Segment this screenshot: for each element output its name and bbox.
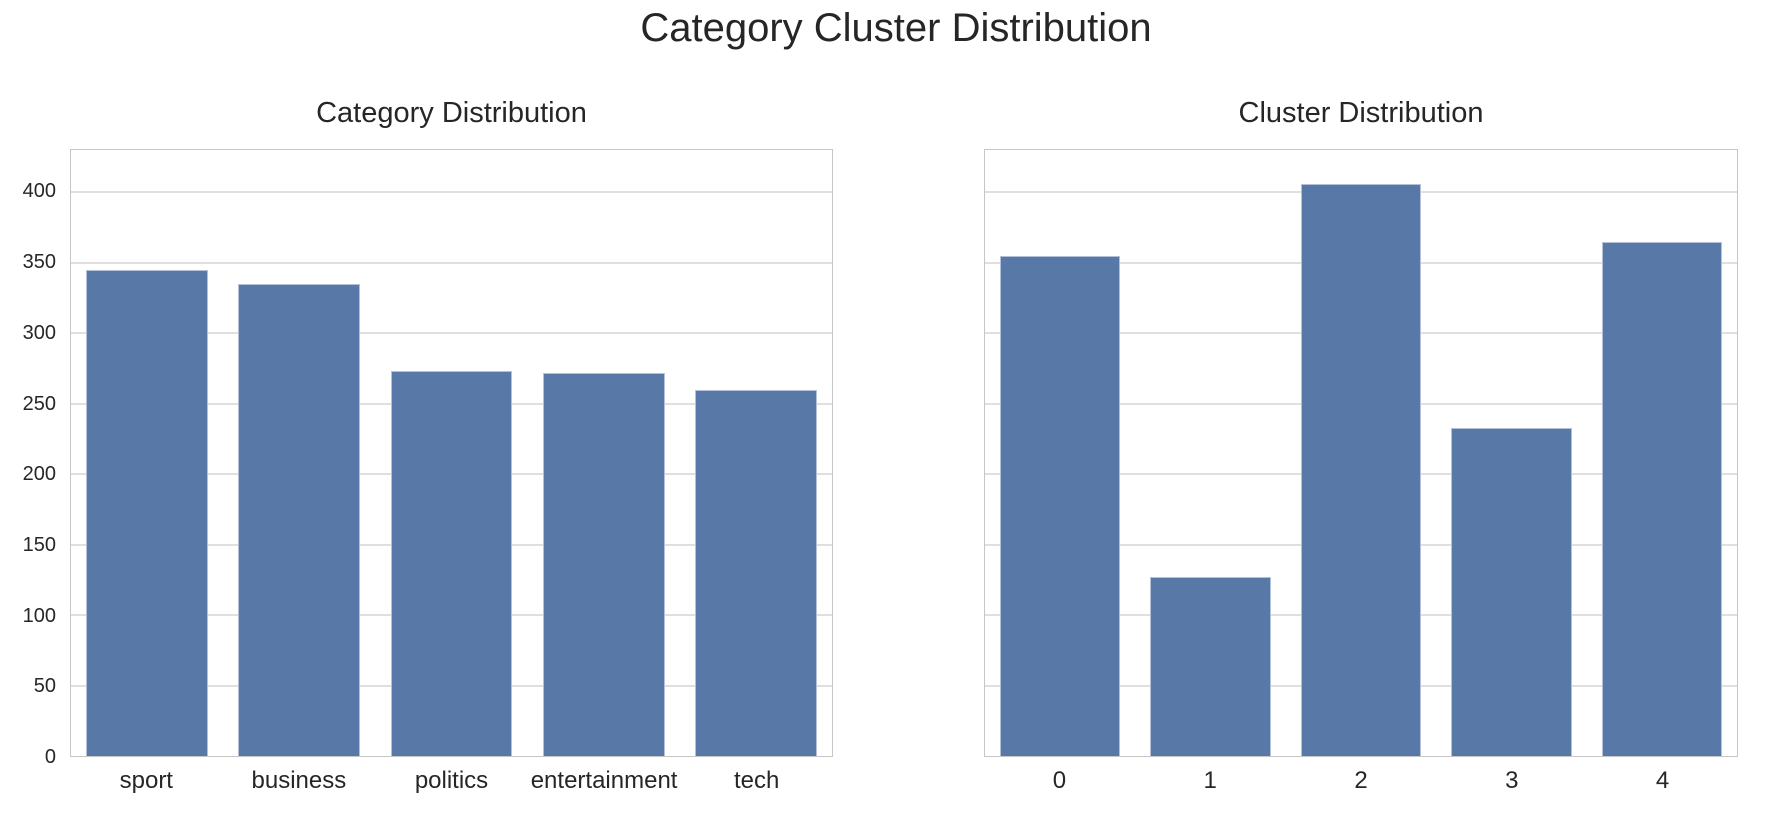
subplot-category-distribution: Category Distribution 0 50 100 150 200 250 300… — [23, 0, 833, 820]
subplot-cluster-distribution: Cluster Distribution 0 1 2 3 4 — [984, 0, 1738, 820]
x-tick-label: 1 — [1203, 767, 1217, 794]
y-tick-label: 350 — [22, 251, 56, 274]
bar-business — [238, 283, 361, 756]
y-tick-label: 150 — [22, 533, 56, 556]
plot-area — [984, 149, 1738, 757]
bar-1 — [1150, 577, 1271, 756]
figure-title: Category Cluster Distribution — [640, 6, 1152, 50]
y-tick-label: 200 — [22, 463, 56, 486]
bar-entertainment — [542, 372, 665, 756]
x-tick-label: 3 — [1505, 767, 1519, 794]
bar-3 — [1451, 427, 1572, 756]
y-tick-label: 400 — [22, 180, 56, 203]
x-tick-label: 0 — [1052, 767, 1067, 794]
gridline — [71, 191, 832, 194]
y-tick-label: 300 — [22, 321, 56, 344]
y-tick-label: 250 — [22, 392, 56, 415]
x-tick-label: tech — [734, 767, 780, 794]
x-tick-label: politics — [414, 767, 489, 794]
y-tick-label: 50 — [33, 675, 56, 698]
bar-tech — [695, 389, 817, 756]
y-axis: 0 50 100 150 200 250 300 350 400 — [23, 149, 833, 768]
x-axis: 0 1 2 3 4 — [984, 766, 1738, 800]
gridline — [71, 261, 832, 264]
bar-politics — [390, 371, 513, 756]
x-axis: sport business politics entertainment tech — [70, 766, 833, 800]
subplot-title: Category Distribution — [316, 97, 587, 129]
bar-2 — [1300, 183, 1422, 756]
y-tick-label: 100 — [22, 604, 56, 627]
y-tick-label: 0 — [44, 746, 56, 768]
gridline — [71, 332, 832, 335]
x-tick-label: business — [251, 767, 347, 794]
subplot-title: Cluster Distribution — [1238, 97, 1484, 129]
bar-0 — [1000, 255, 1121, 756]
x-tick-label: 4 — [1655, 767, 1670, 794]
x-tick-label: sport — [119, 767, 173, 794]
bar-sport — [86, 269, 208, 756]
x-tick-label: 2 — [1354, 767, 1368, 794]
bar-4 — [1601, 241, 1722, 756]
plot-area — [70, 149, 833, 757]
x-tick-label: entertainment — [530, 767, 678, 794]
